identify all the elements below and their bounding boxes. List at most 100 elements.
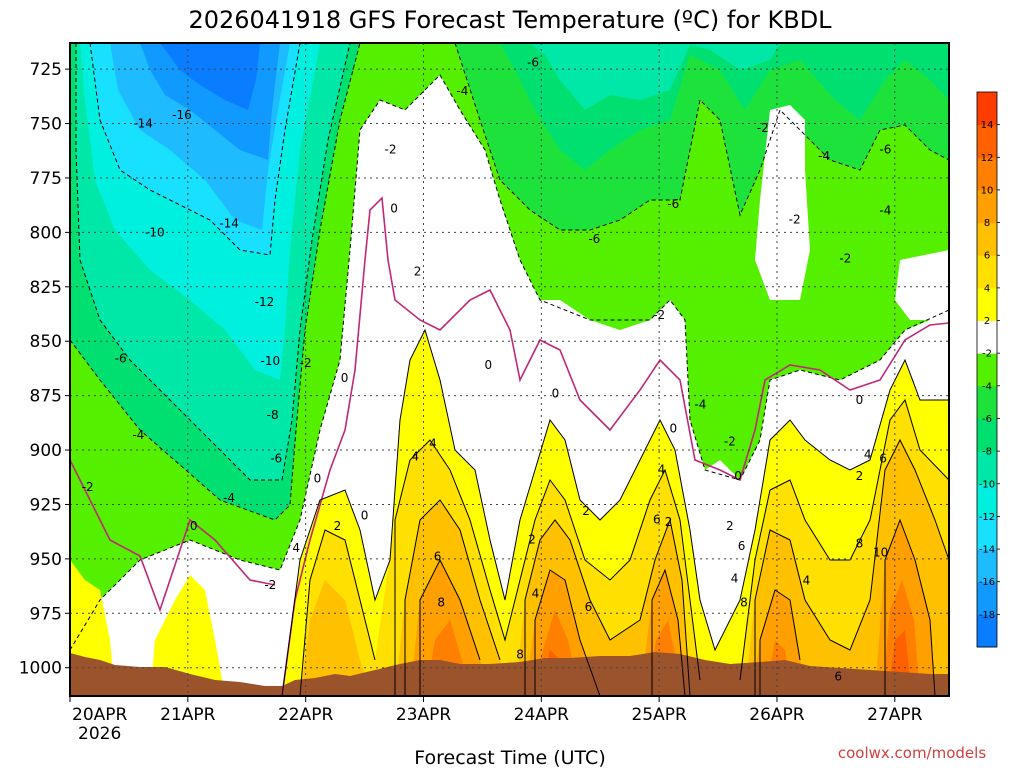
contour-label: 0 [361, 508, 369, 522]
contour-label: -6 [588, 232, 600, 246]
contour-label: -16 [172, 108, 192, 122]
contour-lines [70, 43, 949, 696]
contour-label: -4 [818, 149, 830, 163]
colorbar-label: -6 [982, 414, 992, 425]
colorbar-swatch [977, 516, 997, 550]
contour-label: -4 [694, 397, 706, 411]
chart-title: 2026041918 GFS Forecast Temperature (ºC)… [188, 6, 832, 34]
contour-label: -14 [219, 217, 239, 231]
contour-label: 0 [341, 371, 349, 385]
contour-label: 4 [658, 463, 666, 477]
contour-minus6-right [454, 43, 949, 231]
contour-label: 4 [292, 541, 300, 555]
contour-label: 8 [740, 595, 748, 609]
contour-label: -6 [879, 143, 891, 157]
colorbar-swatch [977, 614, 997, 648]
colorbar-swatch [977, 157, 997, 191]
contour-label: 6 [834, 669, 842, 683]
band-minus20 [160, 43, 260, 110]
colorbar-swatch [977, 418, 997, 452]
y-tick-label: 725 [30, 60, 62, 80]
contour-label: 4 [411, 450, 419, 464]
colorbar-swatch [977, 287, 997, 322]
y-tick-label: 825 [30, 278, 62, 298]
y-tick-label: 1000 [19, 659, 62, 679]
contour-label: 2 [582, 504, 590, 518]
colorbar-label: 2 [984, 316, 990, 327]
colorbar-label: 6 [984, 251, 990, 262]
contour-label: -6 [270, 452, 282, 466]
contour-minus6 [70, 43, 361, 521]
colorbar-label: -4 [982, 381, 992, 392]
plot-frame [69, 42, 950, 697]
contour-label: 4 [429, 437, 437, 451]
contour-label: 10 [873, 545, 888, 559]
contour-label: 0 [856, 393, 864, 407]
contour-label: 0 [390, 201, 398, 215]
contour-label: 0 [314, 471, 322, 485]
y-axis: 725 750 775 800 825 850 875 900 925 950 975 1000 [19, 60, 70, 679]
colorbar-label: 12 [981, 153, 994, 164]
contour-plus6 [404, 438, 949, 696]
contour-label: 2 [726, 519, 734, 533]
credit-text: coolwx.com/models [838, 744, 986, 762]
contour-label: -12 [255, 295, 275, 309]
x-tick-label: 21APR [160, 705, 216, 725]
contour-label: -10 [145, 225, 165, 239]
contour-label: 6 [653, 513, 661, 527]
x-tick-label: 26APR [749, 705, 805, 725]
contour-label: 6 [738, 539, 746, 553]
colorbar-swatch [977, 581, 997, 615]
contour-label: 2 [665, 515, 673, 529]
contour-labels: -14-16-14-10-12-10-8-6-6-4-4-2-2-20024-2… [82, 56, 892, 684]
colorbar-label: 4 [984, 283, 990, 294]
colorbar: 14 12 10 8 6 4 2 -2 -4 -6 -8 -10 -12 -14 -16 -18 [976, 91, 1000, 648]
contour-label: -6 [667, 197, 679, 211]
colorbar-swatch [977, 483, 997, 517]
x-tick-label: 27APR [867, 705, 923, 725]
colorbar-frame [976, 91, 998, 648]
contour-label: -2 [839, 251, 851, 265]
y-tick-label: 900 [30, 441, 62, 461]
colorbar-label: -16 [979, 577, 995, 588]
contour-zero [281, 196, 949, 696]
contour-minus10 [75, 43, 351, 481]
colorbar-swatch [977, 353, 997, 387]
contour-minus14 [89, 43, 301, 256]
band-zero-mid [70, 75, 949, 696]
contour-label: -14 [133, 117, 153, 131]
contour-label: -2 [757, 121, 769, 135]
contour-label: -4 [879, 204, 891, 218]
x-tick-label: 23APR [396, 705, 452, 725]
y-tick-label: 875 [30, 387, 62, 407]
colorbar-swatch [977, 255, 997, 289]
x-tick-label: 25APR [631, 705, 687, 725]
x-tick-label: 24APR [514, 705, 570, 725]
y-tick-label: 850 [30, 332, 62, 352]
colorbar-swatch [977, 92, 997, 126]
band-zero-right [895, 250, 949, 320]
x-axis-title: Forecast Time (UTC) [414, 747, 605, 768]
contour-label: 0 [552, 386, 560, 400]
colorbar-swatch [977, 451, 997, 485]
contour-label: -2 [653, 308, 665, 322]
colorbar-label: 10 [981, 185, 994, 196]
contour-label: 0 [669, 421, 677, 435]
x-tick-label: 20APR [72, 705, 128, 725]
colorbar-label: -2 [982, 349, 992, 360]
contour-label: -4 [456, 84, 468, 98]
contour-label: -2 [300, 356, 312, 370]
contour-minus2 [70, 74, 949, 651]
colorbar-label: -14 [979, 545, 995, 556]
contour-label: 6 [879, 452, 887, 466]
y-tick-label: 975 [30, 604, 62, 624]
colorbar-swatch [977, 385, 997, 419]
contour-label: -2 [724, 434, 736, 448]
contour-label: 8 [856, 537, 864, 551]
colorbar-swatch [977, 320, 997, 354]
contour-label: -2 [385, 143, 397, 157]
contour-label: -2 [264, 578, 276, 592]
x-tick-label: 22APR [278, 705, 334, 725]
contour-label: 2 [528, 532, 536, 546]
